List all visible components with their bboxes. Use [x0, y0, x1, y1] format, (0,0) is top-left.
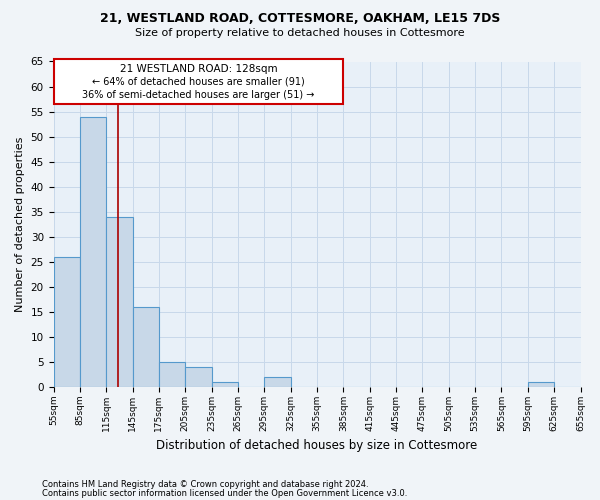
Text: Contains public sector information licensed under the Open Government Licence v3: Contains public sector information licen…: [42, 488, 407, 498]
Bar: [528, 382, 554, 387]
Bar: [106, 217, 133, 387]
Bar: [159, 362, 185, 387]
Y-axis label: Number of detached properties: Number of detached properties: [15, 136, 25, 312]
Bar: [133, 307, 159, 387]
FancyBboxPatch shape: [53, 59, 343, 104]
Text: 36% of semi-detached houses are larger (51) →: 36% of semi-detached houses are larger (…: [82, 90, 314, 100]
Bar: [212, 382, 238, 387]
Text: Contains HM Land Registry data © Crown copyright and database right 2024.: Contains HM Land Registry data © Crown c…: [42, 480, 368, 489]
Bar: [80, 116, 106, 387]
Text: 21 WESTLAND ROAD: 128sqm: 21 WESTLAND ROAD: 128sqm: [119, 64, 277, 74]
Text: ← 64% of detached houses are smaller (91): ← 64% of detached houses are smaller (91…: [92, 76, 305, 86]
Bar: [265, 377, 290, 387]
Bar: [185, 367, 212, 387]
Text: 21, WESTLAND ROAD, COTTESMORE, OAKHAM, LE15 7DS: 21, WESTLAND ROAD, COTTESMORE, OAKHAM, L…: [100, 12, 500, 26]
X-axis label: Distribution of detached houses by size in Cottesmore: Distribution of detached houses by size …: [157, 440, 478, 452]
Bar: [53, 257, 80, 387]
Text: Size of property relative to detached houses in Cottesmore: Size of property relative to detached ho…: [135, 28, 465, 38]
